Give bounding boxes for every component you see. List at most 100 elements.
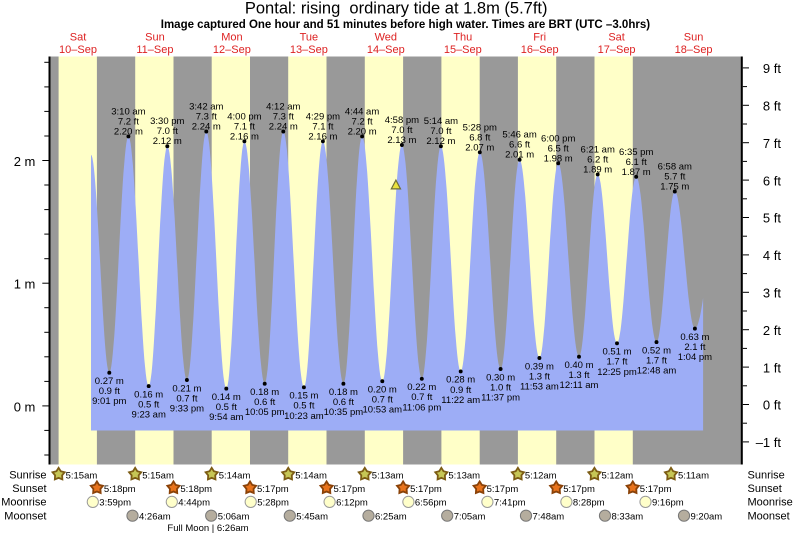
- svg-text:0.22 m: 0.22 m: [407, 382, 436, 393]
- svg-text:0.6 ft: 0.6 ft: [254, 397, 275, 408]
- svg-text:2.12 m: 2.12 m: [153, 136, 182, 147]
- svg-text:4:44pm: 4:44pm: [178, 498, 210, 509]
- svg-text:5:18pm: 5:18pm: [104, 484, 136, 495]
- svg-text:5:17pm: 5:17pm: [410, 484, 442, 495]
- svg-text:0.5 ft: 0.5 ft: [138, 400, 159, 411]
- svg-text:1 m: 1 m: [14, 277, 36, 292]
- svg-text:0.40 m: 0.40 m: [564, 360, 593, 371]
- svg-text:7.0 ft: 7.0 ft: [430, 126, 451, 137]
- svg-text:2.1 ft: 2.1 ft: [684, 342, 705, 353]
- svg-text:Sunrise: Sunrise: [748, 469, 785, 481]
- svg-text:14–Sep: 14–Sep: [367, 44, 405, 56]
- svg-text:0.30 m: 0.30 m: [486, 372, 515, 383]
- svg-text:9:20am: 9:20am: [691, 512, 723, 523]
- svg-text:0.15 m: 0.15 m: [289, 391, 318, 402]
- svg-text:9:33 pm: 9:33 pm: [170, 404, 204, 415]
- svg-text:9:01 pm: 9:01 pm: [92, 396, 126, 407]
- svg-text:0.52 m: 0.52 m: [642, 345, 671, 356]
- svg-text:6:00 pm: 6:00 pm: [541, 133, 575, 144]
- svg-text:Tue: Tue: [300, 31, 319, 43]
- svg-text:5:11am: 5:11am: [678, 470, 709, 481]
- svg-text:5:18pm: 5:18pm: [180, 484, 212, 495]
- svg-text:6.5 ft: 6.5 ft: [548, 143, 569, 154]
- svg-text:5:15am: 5:15am: [66, 470, 98, 481]
- svg-text:Moonrise: Moonrise: [748, 497, 793, 509]
- svg-text:6 ft: 6 ft: [763, 173, 781, 188]
- svg-text:1.98 m: 1.98 m: [544, 153, 573, 164]
- svg-text:7:05am: 7:05am: [454, 512, 486, 523]
- svg-text:0.51 m: 0.51 m: [602, 347, 631, 358]
- svg-text:5:13am: 5:13am: [372, 470, 404, 481]
- svg-text:1.7 ft: 1.7 ft: [606, 357, 627, 368]
- svg-text:0.14 m: 0.14 m: [212, 392, 241, 403]
- svg-text:5:06am: 5:06am: [218, 512, 250, 523]
- svg-text:11:53 am: 11:53 am: [520, 382, 559, 393]
- svg-text:3:10 am: 3:10 am: [111, 106, 145, 117]
- svg-text:0.6 ft: 0.6 ft: [333, 397, 354, 408]
- svg-text:2.20 m: 2.20 m: [348, 126, 377, 137]
- svg-text:4:29 pm: 4:29 pm: [306, 111, 340, 122]
- svg-text:Wed: Wed: [375, 31, 397, 43]
- svg-text:3:30 pm: 3:30 pm: [150, 116, 184, 127]
- svg-text:2.24 m: 2.24 m: [192, 122, 221, 133]
- svg-text:6:25am: 6:25am: [375, 512, 407, 523]
- svg-text:0.39 m: 0.39 m: [525, 361, 554, 372]
- svg-text:7:48am: 7:48am: [533, 512, 565, 523]
- svg-text:0.7 ft: 0.7 ft: [411, 392, 432, 403]
- svg-text:7.3 ft: 7.3 ft: [273, 112, 294, 123]
- svg-text:0.21 m: 0.21 m: [172, 383, 201, 394]
- svg-text:6:12pm: 6:12pm: [336, 498, 368, 509]
- svg-text:4:00 pm: 4:00 pm: [227, 111, 261, 122]
- svg-text:11:37 pm: 11:37 pm: [481, 393, 520, 404]
- svg-text:3:42 am: 3:42 am: [189, 102, 223, 113]
- svg-text:11:06 pm: 11:06 pm: [402, 402, 441, 413]
- svg-text:7 ft: 7 ft: [763, 136, 781, 151]
- svg-text:11:22 am: 11:22 am: [441, 395, 480, 406]
- svg-text:1.3 ft: 1.3 ft: [529, 371, 550, 382]
- svg-text:9:54 am: 9:54 am: [209, 412, 243, 423]
- svg-text:5:17pm: 5:17pm: [563, 484, 595, 495]
- svg-text:5 ft: 5 ft: [763, 211, 781, 226]
- svg-text:0.63 m: 0.63 m: [680, 332, 709, 343]
- svg-text:11–Sep: 11–Sep: [136, 44, 173, 56]
- svg-text:5:14am: 5:14am: [295, 470, 327, 481]
- svg-text:7.2 ft: 7.2 ft: [118, 116, 139, 127]
- svg-text:9:23 am: 9:23 am: [132, 410, 166, 421]
- svg-text:Sat: Sat: [70, 31, 87, 43]
- svg-text:5:28pm: 5:28pm: [257, 498, 289, 509]
- svg-text:0.16 m: 0.16 m: [134, 389, 163, 400]
- svg-text:Thu: Thu: [453, 31, 472, 43]
- svg-text:4 ft: 4 ft: [763, 248, 781, 263]
- svg-text:6.2 ft: 6.2 ft: [587, 154, 608, 165]
- svg-text:2.20 m: 2.20 m: [114, 126, 143, 137]
- svg-text:5:17pm: 5:17pm: [487, 484, 519, 495]
- svg-text:0.27 m: 0.27 m: [95, 376, 124, 387]
- svg-text:1.0 ft: 1.0 ft: [490, 382, 511, 393]
- svg-text:Sun: Sun: [145, 31, 165, 43]
- svg-text:1 ft: 1 ft: [763, 360, 781, 375]
- svg-text:Full Moon | 6:26am: Full Moon | 6:26am: [167, 523, 248, 534]
- svg-text:8 ft: 8 ft: [763, 99, 781, 114]
- svg-text:12:25 pm: 12:25 pm: [597, 367, 637, 378]
- svg-text:0.20 m: 0.20 m: [368, 385, 397, 396]
- svg-text:1.7 ft: 1.7 ft: [646, 356, 667, 367]
- svg-text:3:59pm: 3:59pm: [99, 498, 131, 509]
- svg-text:Sunset: Sunset: [748, 483, 782, 495]
- svg-text:5:45am: 5:45am: [296, 512, 328, 523]
- svg-text:4:58 pm: 4:58 pm: [385, 115, 419, 126]
- svg-text:Moonset: Moonset: [4, 511, 46, 523]
- svg-text:Moonrise: Moonrise: [1, 497, 46, 509]
- svg-text:Image captured One hour and 51: Image captured One hour and 51 minutes b…: [161, 19, 650, 31]
- svg-text:8:33am: 8:33am: [612, 512, 644, 523]
- svg-text:6.6 ft: 6.6 ft: [509, 140, 530, 151]
- svg-text:7.3 ft: 7.3 ft: [196, 112, 217, 123]
- svg-text:12:11 am: 12:11 am: [560, 380, 599, 391]
- svg-text:6:58 am: 6:58 am: [658, 162, 692, 173]
- svg-text:5:14am: 5:14am: [219, 470, 251, 481]
- svg-text:Sunset: Sunset: [12, 483, 46, 495]
- svg-text:7.2 ft: 7.2 ft: [352, 116, 373, 127]
- svg-text:Sunrise: Sunrise: [9, 469, 46, 481]
- svg-text:5.7 ft: 5.7 ft: [664, 172, 685, 183]
- svg-text:7.0 ft: 7.0 ft: [157, 126, 178, 137]
- svg-text:5:13am: 5:13am: [448, 470, 480, 481]
